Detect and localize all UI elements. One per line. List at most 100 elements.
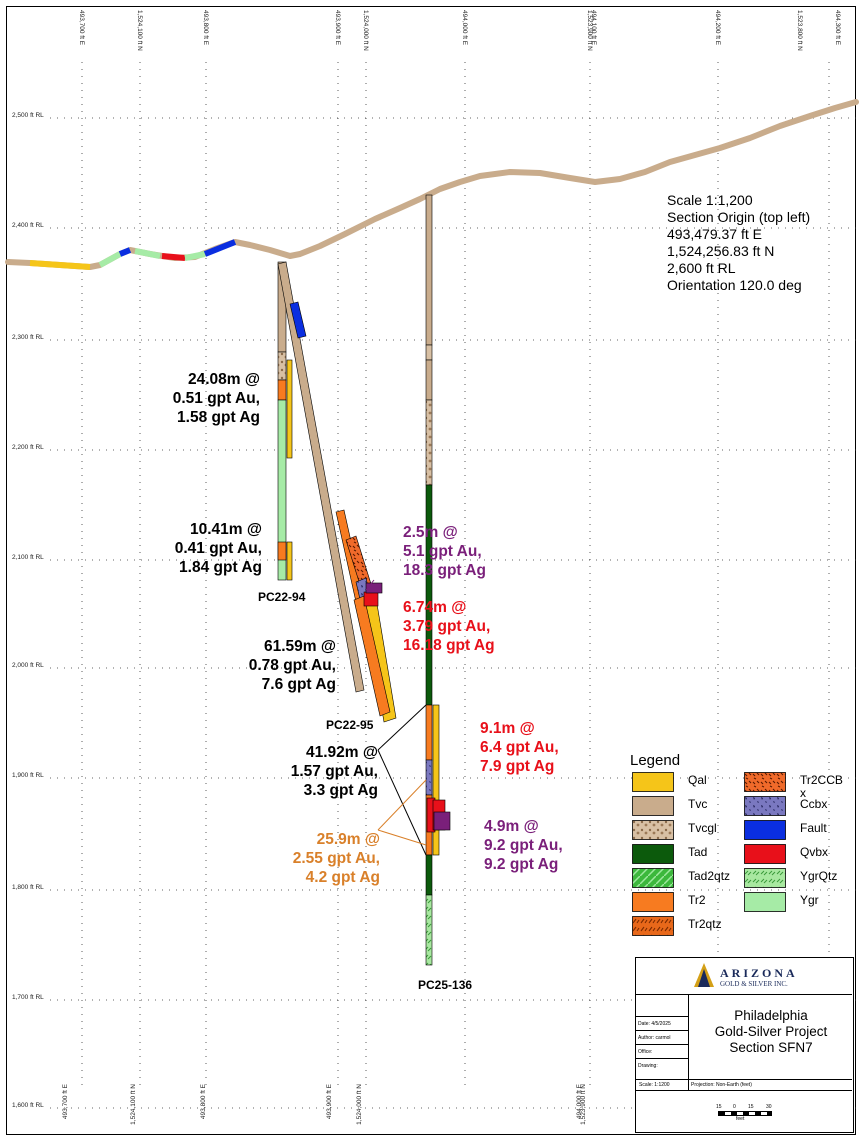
origin-label: Section Origin (top left) (667, 209, 811, 225)
company-sub: GOLD & SILVER INC. (720, 980, 788, 988)
elevation-label: 1,900 ft RL (12, 772, 44, 779)
legend-item: Tvcgl (632, 820, 742, 842)
legend-item: Fault (744, 820, 854, 842)
project-line-1: Philadelphia (734, 1008, 808, 1023)
intercept-label: 10.41m @ 0.41 gpt Au, 1.84 gpt Ag (150, 520, 262, 577)
legend-label: Tr2 (688, 893, 706, 907)
bottom-axis-label: 1,523,900 ft N (580, 1084, 587, 1125)
intercept-line: 2.55 gpt Au, (292, 850, 380, 867)
drawing-field: Drawing: (636, 1058, 688, 1071)
intercept-label: 24.08m @ 0.51 gpt Au, 1.58 gpt Ag (150, 370, 260, 427)
intercept-label: 6.74m @ 3.79 gpt Au, 16.18 gpt Ag (403, 598, 513, 655)
intercept-line: 41.92m @ (306, 744, 378, 761)
intercept-line: 0.78 gpt Au, (248, 657, 336, 674)
legend-swatch (744, 820, 786, 840)
project-line-3: Section SFN7 (729, 1040, 813, 1055)
intercept-line: 10.41m @ (190, 521, 262, 538)
intercept-line: 1.57 gpt Au, (290, 763, 378, 780)
title-upper-box (636, 994, 689, 1016)
title-block: ARIZONA GOLD & SILVER INC. Philadelphia … (635, 957, 854, 1133)
surface-mapped-qvbx (161, 253, 186, 261)
intercept-line: 6.4 gpt Au, (480, 739, 559, 756)
company-name: ARIZONA (720, 966, 798, 980)
legend-item: Tr2 (632, 892, 742, 914)
top-axis-label: 1,523,800 ft N (796, 10, 803, 51)
legend-swatch (632, 916, 674, 936)
legend-label: YgrQtz (800, 869, 838, 883)
legend-label: Qvbx (800, 845, 829, 859)
intercept-line: 61.59m @ (264, 638, 336, 655)
intercept-label: 61.59m @ 0.78 gpt Au, 7.6 gpt Ag (200, 637, 336, 694)
legend-label: Tvcgl (688, 821, 717, 835)
top-axis-label: 494,300 ft E (834, 10, 841, 46)
elevation-label: 1,600 ft RL (12, 1102, 44, 1109)
legend-item: Tr2CCB x (744, 772, 854, 800)
legend-item: Tad2qtz (632, 868, 742, 890)
scale-bar-graphic (718, 1111, 772, 1116)
bottom-axis-label: 493,700 ft E (62, 1084, 69, 1120)
scale-row: Scale: 1:1200 Projection: Non-Earth (fee… (636, 1079, 852, 1091)
intercept-line: 6.74m @ (403, 599, 467, 616)
elevation-label: 2,100 ft RL (12, 554, 44, 561)
legend-swatch (744, 844, 786, 864)
intercept-line: 3.3 gpt Ag (303, 782, 378, 799)
elevation-label: 2,500 ft RL (12, 112, 44, 119)
author-field: Author: carmol (636, 1030, 688, 1044)
intercept-line: 2.5m @ (403, 524, 458, 541)
map-frame (6, 6, 856, 1135)
top-axis-label: 1,523,900 ft N (586, 10, 593, 51)
intercept-label: 25.9m @ 2.55 gpt Au, 4.2 gpt Ag (280, 830, 380, 887)
intercept-line: 9.2 gpt Au, (484, 837, 563, 854)
legend-label: Tr2CCB x (800, 773, 843, 800)
intercept-line: 5.1 gpt Au, (403, 543, 482, 560)
projection-field: Projection: Non-Earth (feet) (691, 1082, 752, 1088)
top-axis-label: 1,524,100 ft N (136, 10, 143, 51)
elevation-label: 2,200 ft RL (12, 444, 44, 451)
surface-mapped-ygr-3 (184, 251, 206, 261)
legend-label: Qal (688, 773, 707, 787)
legend-label: Fault (800, 821, 827, 835)
elevation-label: 1,800 ft RL (12, 884, 44, 891)
intercept-label: 4.9m @ 9.2 gpt Au, 9.2 gpt Ag (484, 817, 594, 874)
orientation-text: Orientation 120.0 deg (667, 277, 802, 293)
bottom-axis-label: 1,524,000 ft N (356, 1084, 363, 1125)
hole-label-pc22-95: PC22-95 (326, 718, 374, 732)
intercept-line: 25.9m @ (316, 831, 380, 848)
intercept-line: 9.2 gpt Ag (484, 856, 559, 873)
legend-item: Tr2qtz (632, 916, 742, 938)
company-logo-icon (694, 963, 714, 987)
surface-mapped-fault (118, 247, 132, 257)
legend-swatch (632, 772, 674, 792)
legend-swatch (744, 868, 786, 888)
intercept-label: 9.1m @ 6.4 gpt Au, 7.9 gpt Ag (480, 719, 590, 776)
elevation-label: 2,400 ft RL (12, 222, 44, 229)
surface-mapped-colors (29, 260, 91, 270)
scale-bar: 15 0 15 30 feet (716, 1104, 776, 1124)
legend-label: Tad (688, 845, 708, 859)
hole-label-pc25-136: PC25-136 (418, 978, 473, 992)
legend-label: Ygr (800, 893, 819, 907)
scale-bar-unit: feet (736, 1116, 745, 1122)
scale-field: Scale: 1:1200 (639, 1082, 670, 1088)
scale-text: Scale 1:1,200 (667, 192, 753, 208)
legend-item: Qal (632, 772, 742, 794)
surface-mapped-fault-2 (203, 239, 237, 257)
elevation-label: 2,300 ft RL (12, 334, 44, 341)
intercept-line: 9.1m @ (480, 720, 535, 737)
office-field: Office: (636, 1044, 688, 1058)
legend-swatch (632, 892, 674, 912)
legend-swatch (632, 820, 674, 840)
intercept-line: 3.79 gpt Au, (403, 618, 491, 635)
drillhole-pc22-95 (277, 261, 397, 723)
intercept-line: 7.6 gpt Ag (261, 676, 336, 693)
intercept-label: 2.5m @ 5.1 gpt Au, 18.3 gpt Ag (403, 523, 513, 580)
intercept-label: 41.92m @ 1.57 gpt Au, 3.3 gpt Ag (250, 743, 378, 800)
legend-item: Ygr (744, 892, 854, 914)
legend-swatch (744, 796, 786, 816)
legend-item: Tad (632, 844, 742, 866)
legend-swatch (632, 868, 674, 888)
tick-30: 30 (766, 1104, 772, 1110)
top-axis-label: 494,000 ft E (461, 10, 468, 46)
project-title: Philadelphia Gold-Silver Project Section… (689, 1008, 853, 1056)
legend-item: Qvbx (744, 844, 854, 866)
